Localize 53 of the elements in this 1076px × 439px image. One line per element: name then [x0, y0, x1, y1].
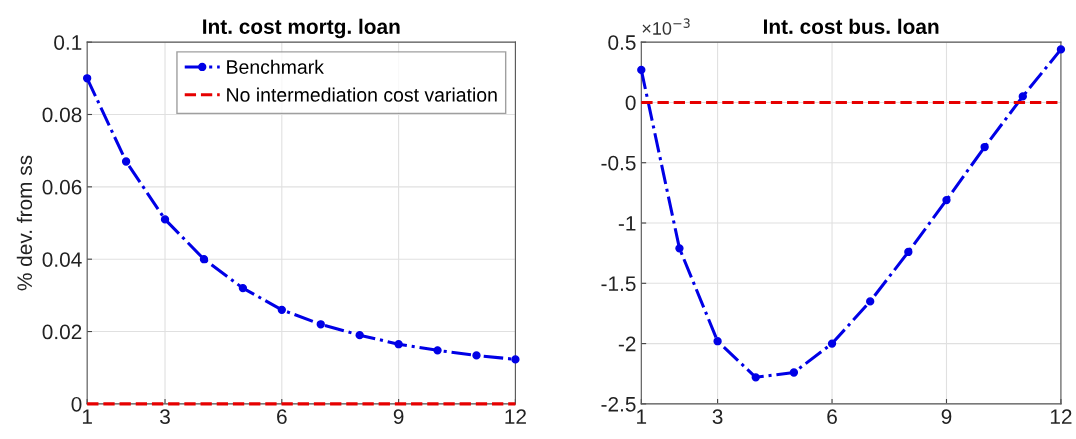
point: [82, 74, 92, 83]
point: [316, 320, 325, 329]
point: [511, 355, 520, 364]
point: [866, 297, 875, 306]
x-tick-label: 9: [393, 409, 404, 425]
point: [394, 340, 403, 349]
x-tick-label: 1: [637, 409, 647, 424]
y-tick-label: 0.02: [42, 324, 82, 340]
y-tick-label: -2.5: [601, 396, 636, 412]
chart-title: Int. cost bus. loan: [763, 18, 939, 35]
point: [355, 330, 364, 340]
y-tick-label: 0: [625, 95, 636, 111]
x-tick-label: 12: [1050, 409, 1072, 424]
text: ×10$^{−3}$: [642, 18, 690, 35]
x-tick-label: 3: [160, 409, 170, 425]
x-tick-label: 1: [82, 409, 92, 424]
x-tick-label: 6: [277, 409, 287, 425]
y-tick-label: -1.5: [601, 276, 636, 292]
y-tick-label: 0.5: [608, 35, 636, 50]
x-tick-label: 6: [827, 409, 837, 425]
point: [121, 157, 131, 166]
point: [1056, 45, 1066, 54]
y-tick-label: -1: [618, 216, 636, 231]
point: [277, 305, 286, 314]
x-tick-label: 3: [712, 409, 723, 425]
point: [751, 373, 760, 382]
y-axis-title: % dev. from ss: [16, 155, 33, 291]
y-tick-label: 0.04: [42, 252, 82, 267]
y-tick-label: -2: [618, 336, 636, 352]
y-tick-label: 0.08: [42, 107, 82, 123]
y-tick-label: 0.1: [54, 35, 82, 50]
point: [789, 368, 799, 377]
point: [433, 346, 442, 355]
point: [160, 215, 170, 224]
x-tick-label: 9: [941, 409, 952, 425]
point: [675, 244, 684, 253]
legend-label: Benchmark: [227, 59, 324, 74]
point: [1018, 92, 1027, 101]
legend-label: No intermediation cost variation: [227, 87, 497, 102]
point: [942, 195, 951, 205]
point: [904, 247, 913, 257]
point: [472, 351, 481, 360]
chart-title: Int. cost mortg. loan: [203, 18, 400, 39]
y-tick-label: 0.06: [42, 179, 82, 195]
point: [980, 142, 989, 152]
x-tick-label: 12: [505, 409, 526, 424]
y-tick-label: -0.5: [601, 155, 636, 171]
point: [238, 283, 248, 293]
point: [827, 339, 837, 348]
point: [637, 65, 646, 75]
point: [199, 255, 209, 264]
y-tick-label: 0: [71, 396, 82, 412]
point: [713, 337, 722, 346]
